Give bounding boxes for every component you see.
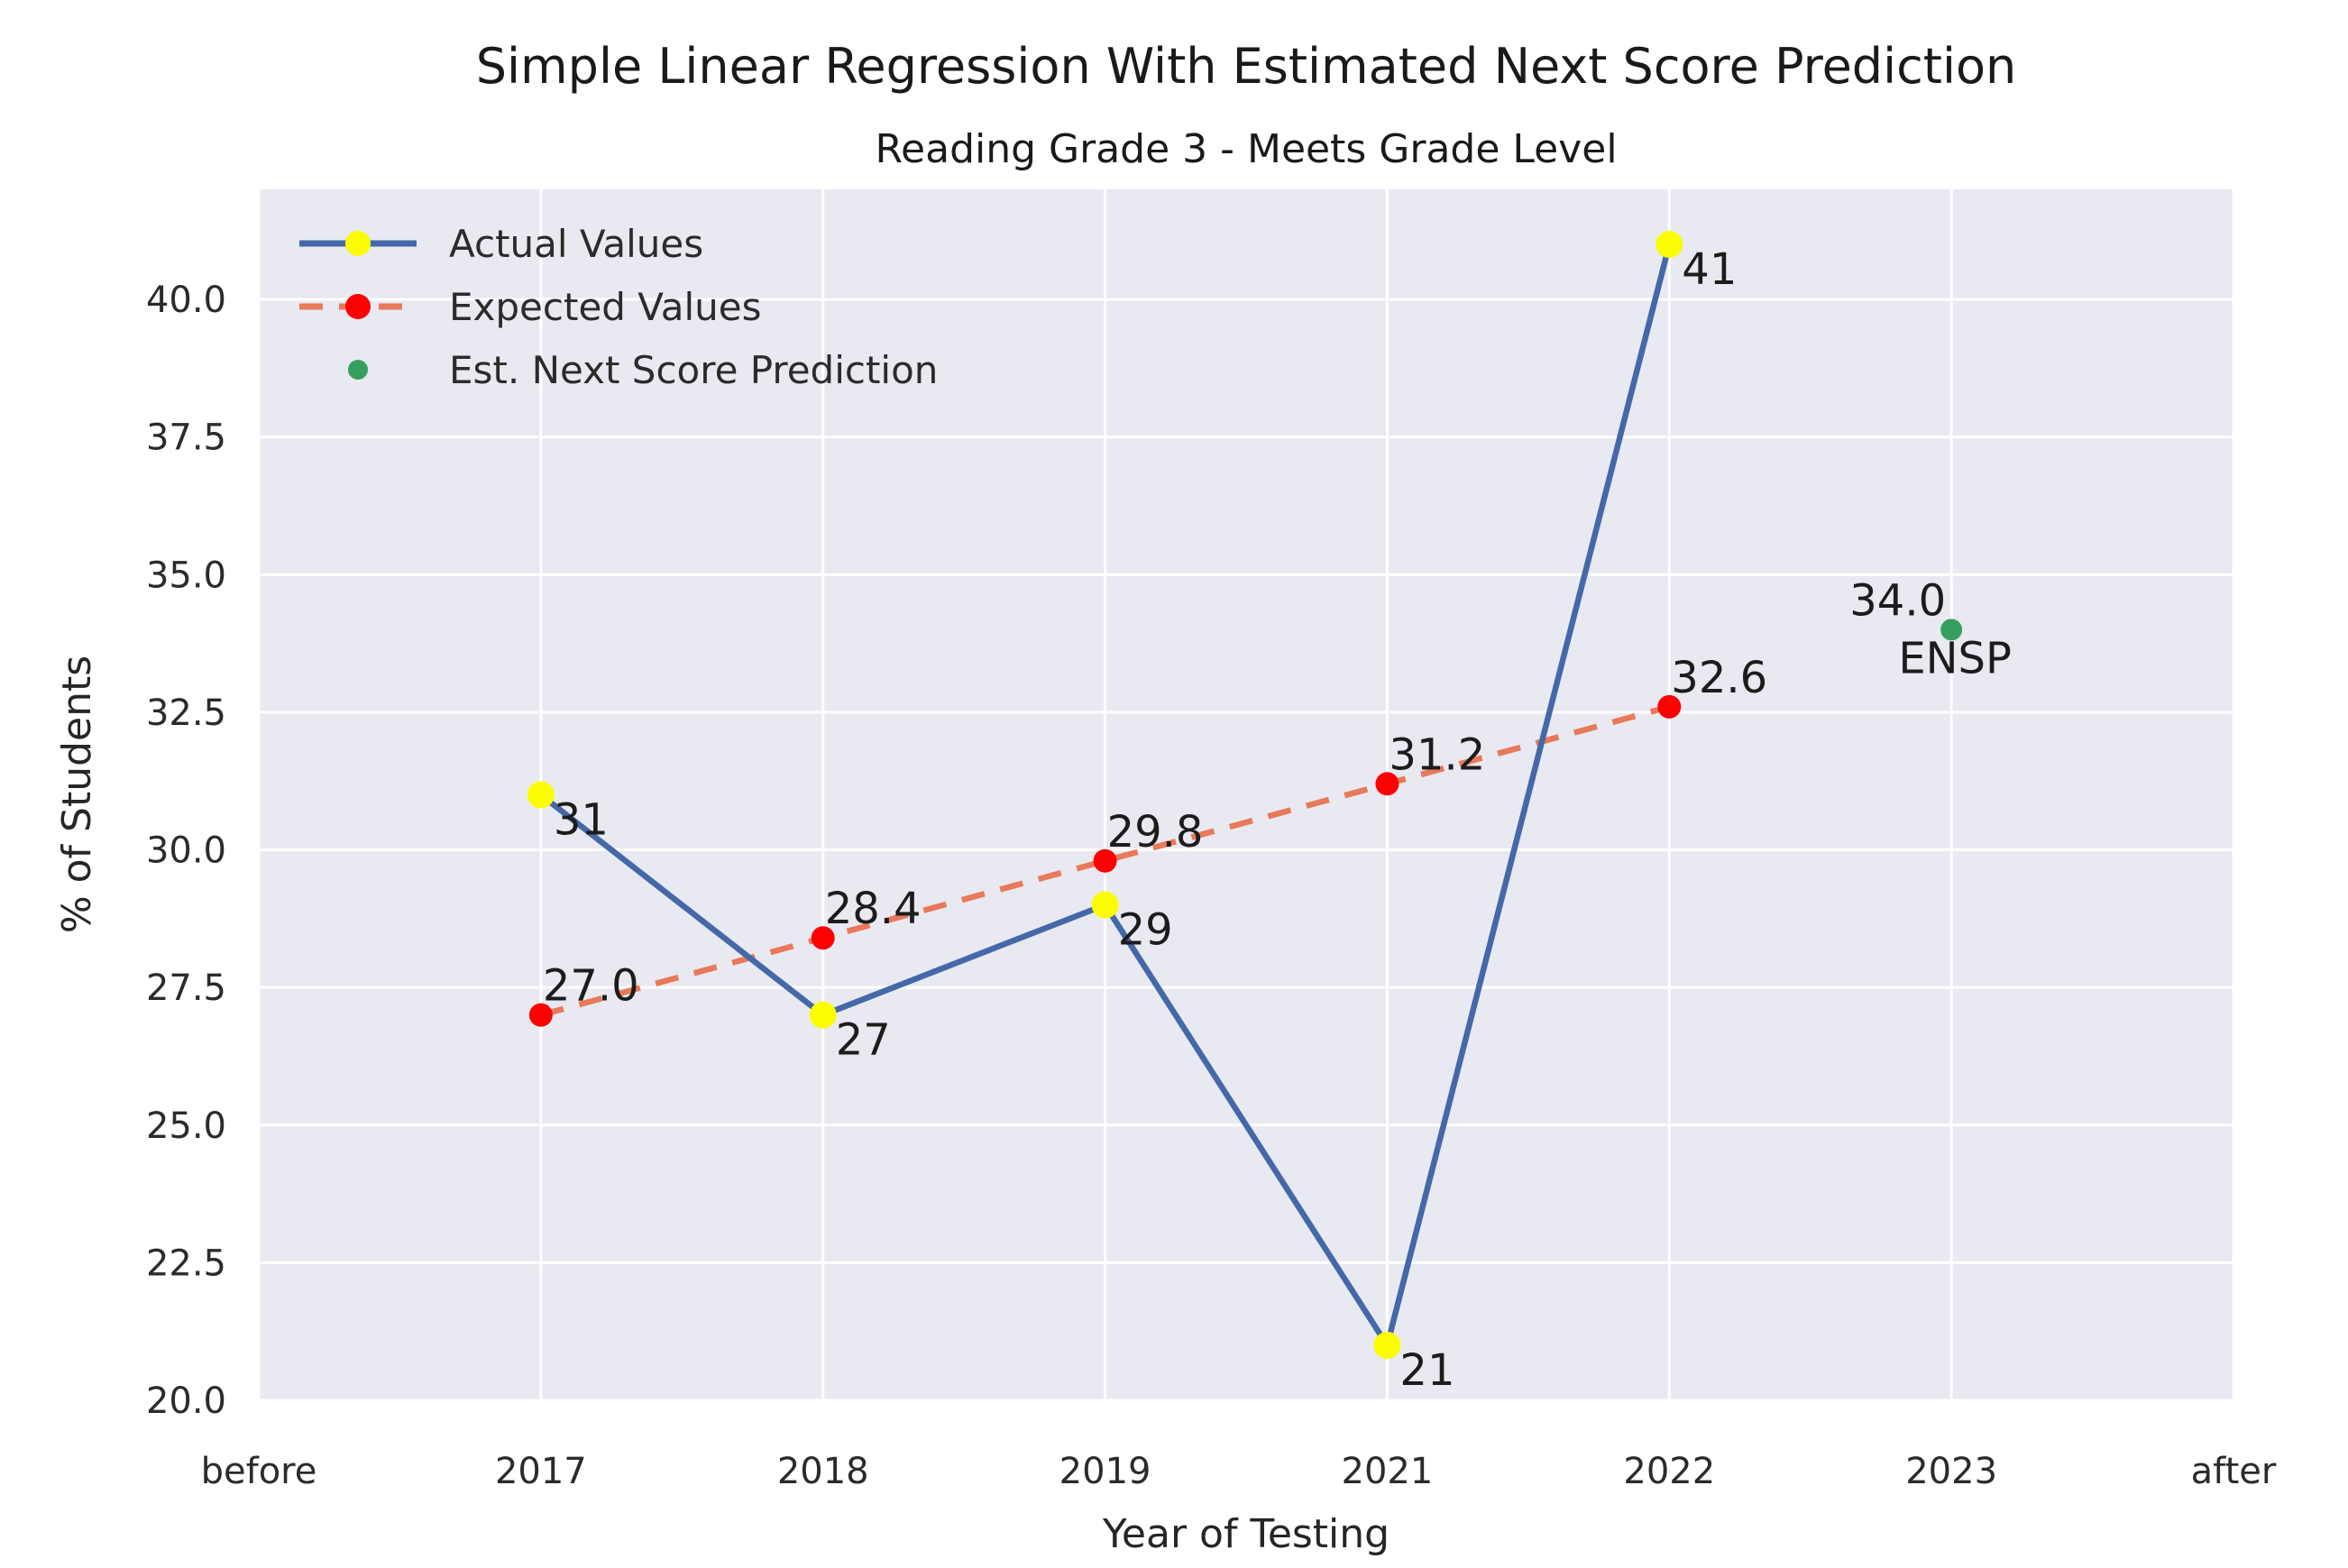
- expected-point-2017: [528, 1003, 553, 1027]
- y-tick-30.0: 30.0: [146, 830, 226, 872]
- prediction-value-label: 34.0: [1849, 575, 1946, 626]
- legend-item-est-next-score-prediction-label: Est. Next Score Prediction: [449, 348, 938, 392]
- legend-item-expected-values-marker: [345, 294, 371, 319]
- x-tick-2023: 2023: [1905, 1451, 1997, 1492]
- x-tick-2018: 2018: [777, 1451, 869, 1492]
- data-series: 27.0 28.4 29.8 31.2 32.6 31 27 29 21 41 34.0 ENSP: [527, 231, 2012, 1396]
- x-axis-label: Year of Testing: [1102, 1511, 1390, 1557]
- actual-point-2019: [1091, 891, 1119, 919]
- x-tick-after: after: [2191, 1451, 2277, 1492]
- chart-subtitle: Reading Grade 3 - Meets Grade Level: [875, 126, 1617, 172]
- actual-point-2018: [809, 1001, 837, 1029]
- x-tick-2022: 2022: [1623, 1451, 1715, 1492]
- y-tick-25.0: 25.0: [146, 1105, 226, 1147]
- y-tick-40.0: 40.0: [146, 280, 226, 321]
- expected-point-label-2021: 31.2: [1389, 729, 1485, 780]
- expected-point-label-2017: 27.0: [543, 961, 639, 1012]
- plot-area: [259, 189, 2233, 1400]
- x-tick-before: before: [201, 1451, 317, 1492]
- x-tick-2017: 2017: [495, 1451, 587, 1492]
- expected-point-label-2019: 29.8: [1107, 807, 1204, 857]
- expected-point-2019: [1093, 848, 1117, 873]
- y-axis-label: % of Students: [54, 656, 100, 933]
- actual-point-2021: [1373, 1331, 1401, 1359]
- prediction-point: [1940, 619, 1963, 641]
- actual-point-label-2017: 31: [554, 795, 609, 846]
- actual-point-2017: [527, 781, 555, 809]
- x-tick-2019: 2019: [1059, 1451, 1151, 1492]
- y-tick-22.5: 22.5: [146, 1242, 226, 1284]
- actual-point-label-2021: 21: [1399, 1345, 1454, 1396]
- legend-item-actual-values-marker: [345, 231, 371, 256]
- expected-point-label-2022: 32.6: [1671, 653, 1767, 703]
- axis-ticks: 20.0 22.5 25.0 27.5 30.0 32.5 35.0 37.5 40.0 befo…: [146, 280, 2277, 1492]
- y-tick-20.0: 20.0: [146, 1380, 226, 1422]
- actual-point-2022: [1656, 231, 1683, 259]
- actual-point-label-2019: 29: [1118, 905, 1173, 956]
- legend-item-actual-values-label: Actual Values: [449, 222, 703, 266]
- legend: Actual Values Expected Values Est. Next Sc…: [299, 222, 938, 392]
- actual-point-label-2022: 41: [1682, 244, 1737, 295]
- expected-line: [540, 703, 1671, 1018]
- y-tick-37.5: 37.5: [146, 417, 226, 459]
- expected-point-2021: [1375, 772, 1399, 796]
- chart-title: Simple Linear Regression With Estimated …: [476, 38, 2016, 95]
- prediction-name-label: ENSP: [1898, 633, 2012, 683]
- expected-point-2018: [811, 926, 835, 950]
- y-tick-27.5: 27.5: [146, 967, 226, 1009]
- expected-point-label-2018: 28.4: [825, 884, 922, 934]
- y-tick-35.0: 35.0: [146, 555, 226, 596]
- legend-item-est-next-score-prediction-marker: [348, 360, 368, 380]
- y-tick-32.5: 32.5: [146, 692, 226, 734]
- x-tick-2021: 2021: [1342, 1451, 1434, 1492]
- expected-point-2022: [1657, 694, 1682, 719]
- legend-item-expected-values-label: Expected Values: [449, 285, 762, 329]
- actual-point-label-2018: 27: [836, 1015, 891, 1066]
